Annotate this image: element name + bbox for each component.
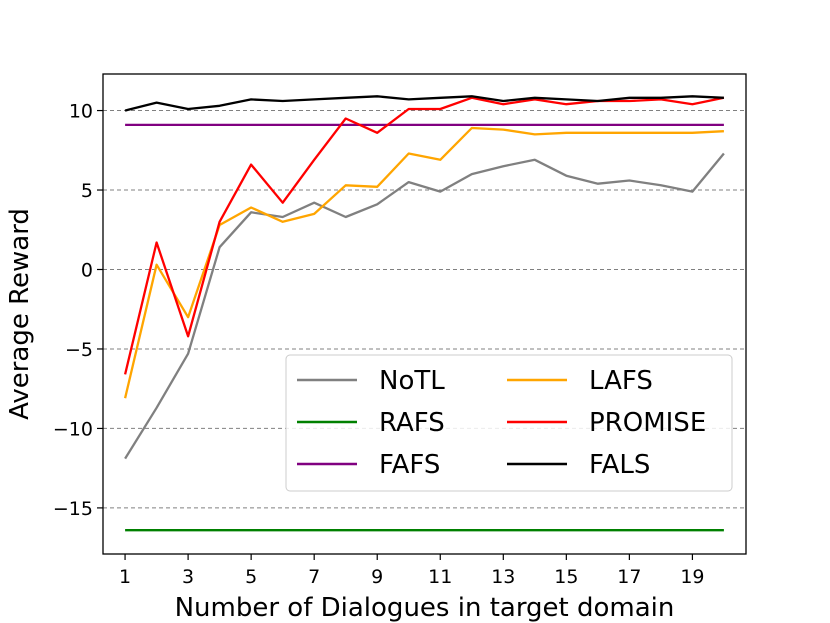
x-tick-label: 7 <box>308 566 320 588</box>
plot-frame <box>102 73 747 555</box>
series-line-fals <box>124 95 724 112</box>
x-tick-label: 11 <box>428 566 452 588</box>
x-tick-label: 9 <box>371 566 383 588</box>
x-tick-label: 19 <box>680 566 704 588</box>
legend-label-notl: NoTL <box>379 366 445 396</box>
series-line-lafs <box>123 126 724 399</box>
y-tick-label: −5 <box>65 339 93 361</box>
x-tick-label: 15 <box>554 566 578 588</box>
series-line-promise <box>123 96 725 375</box>
y-tick-label: −10 <box>53 418 93 440</box>
y-tick-label: 10 <box>69 101 93 123</box>
y-tick-label: 5 <box>81 180 93 202</box>
legend-label-rafs: RAFS <box>379 408 445 438</box>
x-tick-label: 17 <box>617 566 641 588</box>
x-tick-label: 1 <box>119 566 131 588</box>
legend-label-fals: FALS <box>589 450 650 480</box>
x-tick-label: 5 <box>245 566 257 588</box>
x-tick-label: 13 <box>491 566 515 588</box>
y-axis: 10 5 0 −5 −10 −15 <box>53 101 103 520</box>
x-tick-label: 3 <box>182 566 194 588</box>
legend-label-lafs: LAFS <box>589 366 653 396</box>
legend-label-promise: PROMISE <box>589 408 706 438</box>
x-axis-label: Number of Dialogues in target domain <box>175 593 675 623</box>
x-axis: 1 3 5 7 9 11 13 15 17 19 <box>119 554 705 588</box>
legend: NoTL LAFS RAFS PROMISE FAFS FALS <box>285 354 733 492</box>
y-axis-label: Average Reward <box>5 208 35 420</box>
series-lines <box>123 95 725 532</box>
y-tick-label: −15 <box>53 498 93 520</box>
legend-label-fafs: FAFS <box>379 450 440 480</box>
series-line-notl <box>124 152 725 460</box>
y-tick-label: 0 <box>81 259 93 281</box>
